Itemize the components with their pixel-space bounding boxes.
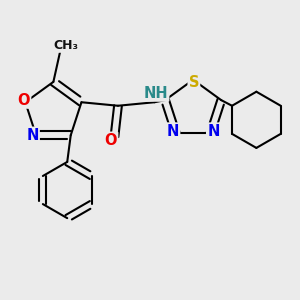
Text: O: O bbox=[105, 133, 117, 148]
Text: N: N bbox=[26, 128, 39, 143]
Text: NH: NH bbox=[144, 85, 168, 100]
Text: O: O bbox=[18, 93, 30, 108]
Text: S: S bbox=[189, 75, 199, 90]
Text: N: N bbox=[207, 124, 220, 139]
Text: N: N bbox=[167, 124, 179, 139]
Text: CH₃: CH₃ bbox=[53, 39, 79, 52]
